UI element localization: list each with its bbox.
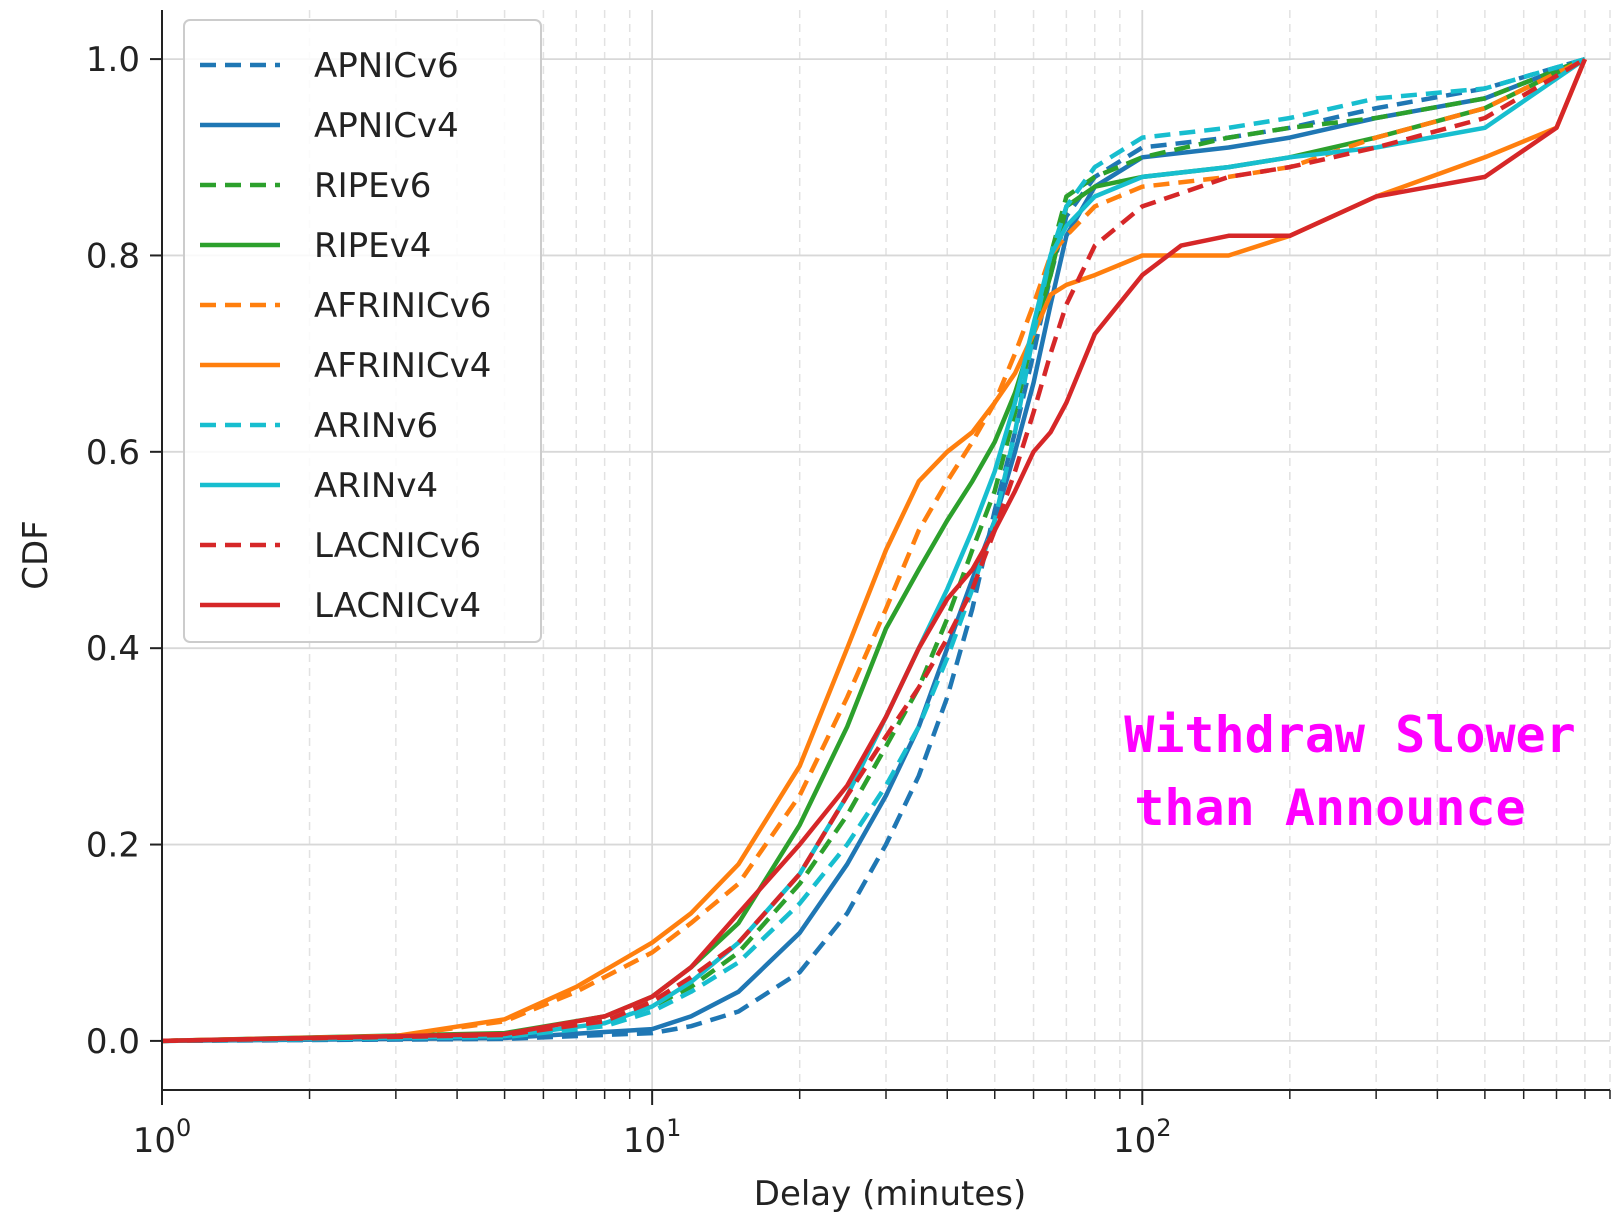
axes-layer: 0.0 0.2 0.4 0.6 0.8 1.0 100 101 102: [86, 10, 1611, 1161]
legend-label: RIPEv4: [314, 226, 431, 266]
legend-label: RIPEv6: [314, 166, 431, 206]
y-tick-label: 0.0: [86, 1022, 140, 1062]
legend-label: AFRINICv4: [314, 346, 491, 386]
x-tick-label: 100: [133, 1114, 192, 1161]
series-line-lacnicv6: [161, 57, 1587, 1044]
series-line-lacnicv4: [161, 58, 1587, 1044]
y-tick-label: 0.6: [86, 433, 140, 473]
legend-label: APNICv4: [314, 106, 459, 146]
x-tick-label: 102: [1113, 1114, 1172, 1161]
annotation-line-2: than Announce: [1134, 779, 1525, 837]
y-tick-label: 1.0: [86, 40, 140, 80]
x-tick-label: 101: [623, 1114, 682, 1161]
legend: APNICv6 APNICv4 RIPEv6 RIPEv4 AFRINICv6 AFRIN…: [183, 19, 542, 643]
legend-label: ARINv6: [314, 406, 438, 446]
series-line-arinv4: [161, 57, 1587, 1044]
legend-label: APNICv6: [314, 46, 459, 86]
legend-label: LACNICv4: [314, 586, 481, 626]
legend-label: ARINv4: [314, 466, 438, 506]
y-axis-title: CDF: [16, 520, 56, 589]
series-line-afrinicv6: [161, 57, 1586, 1044]
legend-label: AFRINICv6: [314, 286, 491, 326]
series-line-apnicv6: [161, 56, 1586, 1044]
y-tick-label: 0.8: [86, 236, 140, 276]
series-line-afrinicv4: [161, 58, 1587, 1044]
series-line-arinv6: [161, 56, 1586, 1044]
series-line-ripev6: [161, 57, 1586, 1044]
y-tick-label: 0.2: [86, 826, 140, 866]
y-tick-label: 0.4: [86, 629, 140, 669]
series-layer: [161, 56, 1587, 1044]
x-axis-title: Delay (minutes): [754, 1174, 1026, 1214]
legend-label: LACNICv6: [314, 526, 481, 566]
annotation-line-1: Withdraw Slower: [1124, 706, 1576, 764]
